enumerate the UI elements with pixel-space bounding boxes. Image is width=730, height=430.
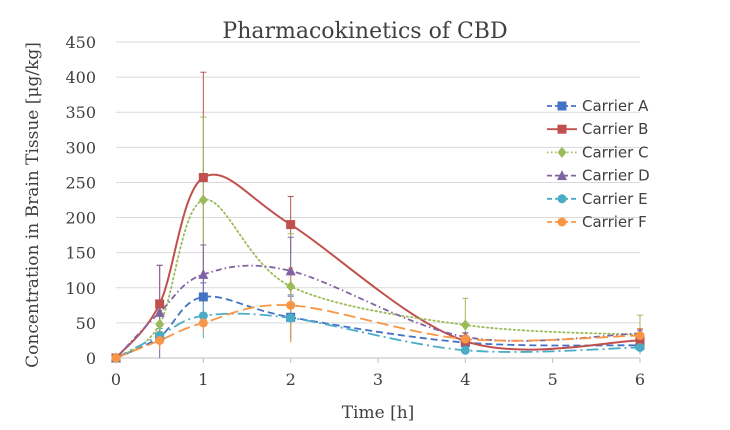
x-tick-label-0: 0 <box>111 370 121 389</box>
legend: Carrier A Carrier B Carrier C Carrier D Carr… <box>547 97 650 231</box>
x-tick-label-2: 2 <box>286 370 296 389</box>
data-point-carrier-c-1 <box>155 318 165 330</box>
x-tick-label-4: 4 <box>460 370 470 389</box>
legend-marker-carrier-c <box>557 146 567 158</box>
data-point-carrier-d-3 <box>285 265 296 276</box>
series-line-carrier-e <box>115 312 641 359</box>
data-point-carrier-f-0 <box>111 353 121 363</box>
y-tick-label-250: 250 <box>65 173 96 192</box>
legend-label-carrier-c: Carrier C <box>582 143 649 161</box>
y-tick-label-200: 200 <box>65 209 96 228</box>
legend-label-carrier-b: Carrier B <box>582 120 648 138</box>
legend-label-carrier-f: Carrier F <box>582 213 647 231</box>
legend-marker-carrier-f <box>557 217 567 227</box>
data-point-carrier-d-2 <box>198 268 209 279</box>
data-point-carrier-f-4 <box>460 334 470 344</box>
data-point-carrier-e-3 <box>286 313 296 323</box>
legend-marker-carrier-e <box>557 194 567 204</box>
marker-layer <box>111 173 645 364</box>
y-tick-label-0: 0 <box>86 349 96 368</box>
x-tick-label-6: 6 <box>635 370 645 389</box>
data-point-carrier-e-4 <box>460 345 470 355</box>
series-line-carrier-d <box>115 264 641 359</box>
y-tick-label-350: 350 <box>65 103 96 122</box>
data-point-carrier-c-3 <box>286 280 296 292</box>
y-tick-label-100: 100 <box>65 279 96 298</box>
y-tick-label-400: 400 <box>65 68 96 87</box>
legend-marker-carrier-a <box>557 101 567 111</box>
data-point-carrier-c-4 <box>460 319 470 331</box>
y-tick-label-150: 150 <box>65 244 96 263</box>
data-point-carrier-e-2 <box>198 311 208 321</box>
data-point-carrier-b-5 <box>635 335 645 345</box>
y-tick-label-50: 50 <box>76 314 96 333</box>
data-point-carrier-f-2 <box>198 318 208 328</box>
legend-label-carrier-d: Carrier D <box>582 167 650 185</box>
x-tick-label-3: 3 <box>373 370 383 389</box>
data-point-carrier-b-3 <box>286 220 296 230</box>
legend-marker-carrier-d <box>557 170 567 181</box>
data-point-carrier-d-1 <box>154 306 165 317</box>
grid-layer <box>116 41 640 324</box>
chart-title: Pharmacokinetics of CBD <box>222 19 507 44</box>
data-point-carrier-e-5 <box>635 342 645 352</box>
y-tick-label-450: 450 <box>65 33 96 52</box>
legend-label-carrier-e: Carrier E <box>582 190 648 208</box>
axis-layer: 0 50 100 150 200 250 300 350 400 450 0 1 2 3 4 5 6 <box>65 33 645 389</box>
data-point-carrier-b-2 <box>198 173 208 183</box>
series-line-carrier-c <box>115 198 641 359</box>
data-point-carrier-a-2 <box>198 292 208 302</box>
data-point-carrier-c-2 <box>198 194 208 206</box>
data-point-carrier-f-5 <box>635 331 645 341</box>
data-point-carrier-b-1 <box>155 299 165 309</box>
data-point-carrier-f-3 <box>286 300 296 310</box>
x-tick-label-1: 1 <box>198 370 208 389</box>
y-tick-label-300: 300 <box>65 138 96 157</box>
x-tick-label-5: 5 <box>548 370 558 389</box>
y-axis-label: Concentration in Brain Tissue [μg/kg] <box>23 42 43 368</box>
data-point-carrier-f-1 <box>155 335 165 345</box>
x-axis-label: Time [h] <box>342 403 415 423</box>
legend-label-carrier-a: Carrier A <box>582 97 649 115</box>
legend-marker-carrier-b <box>557 124 567 134</box>
